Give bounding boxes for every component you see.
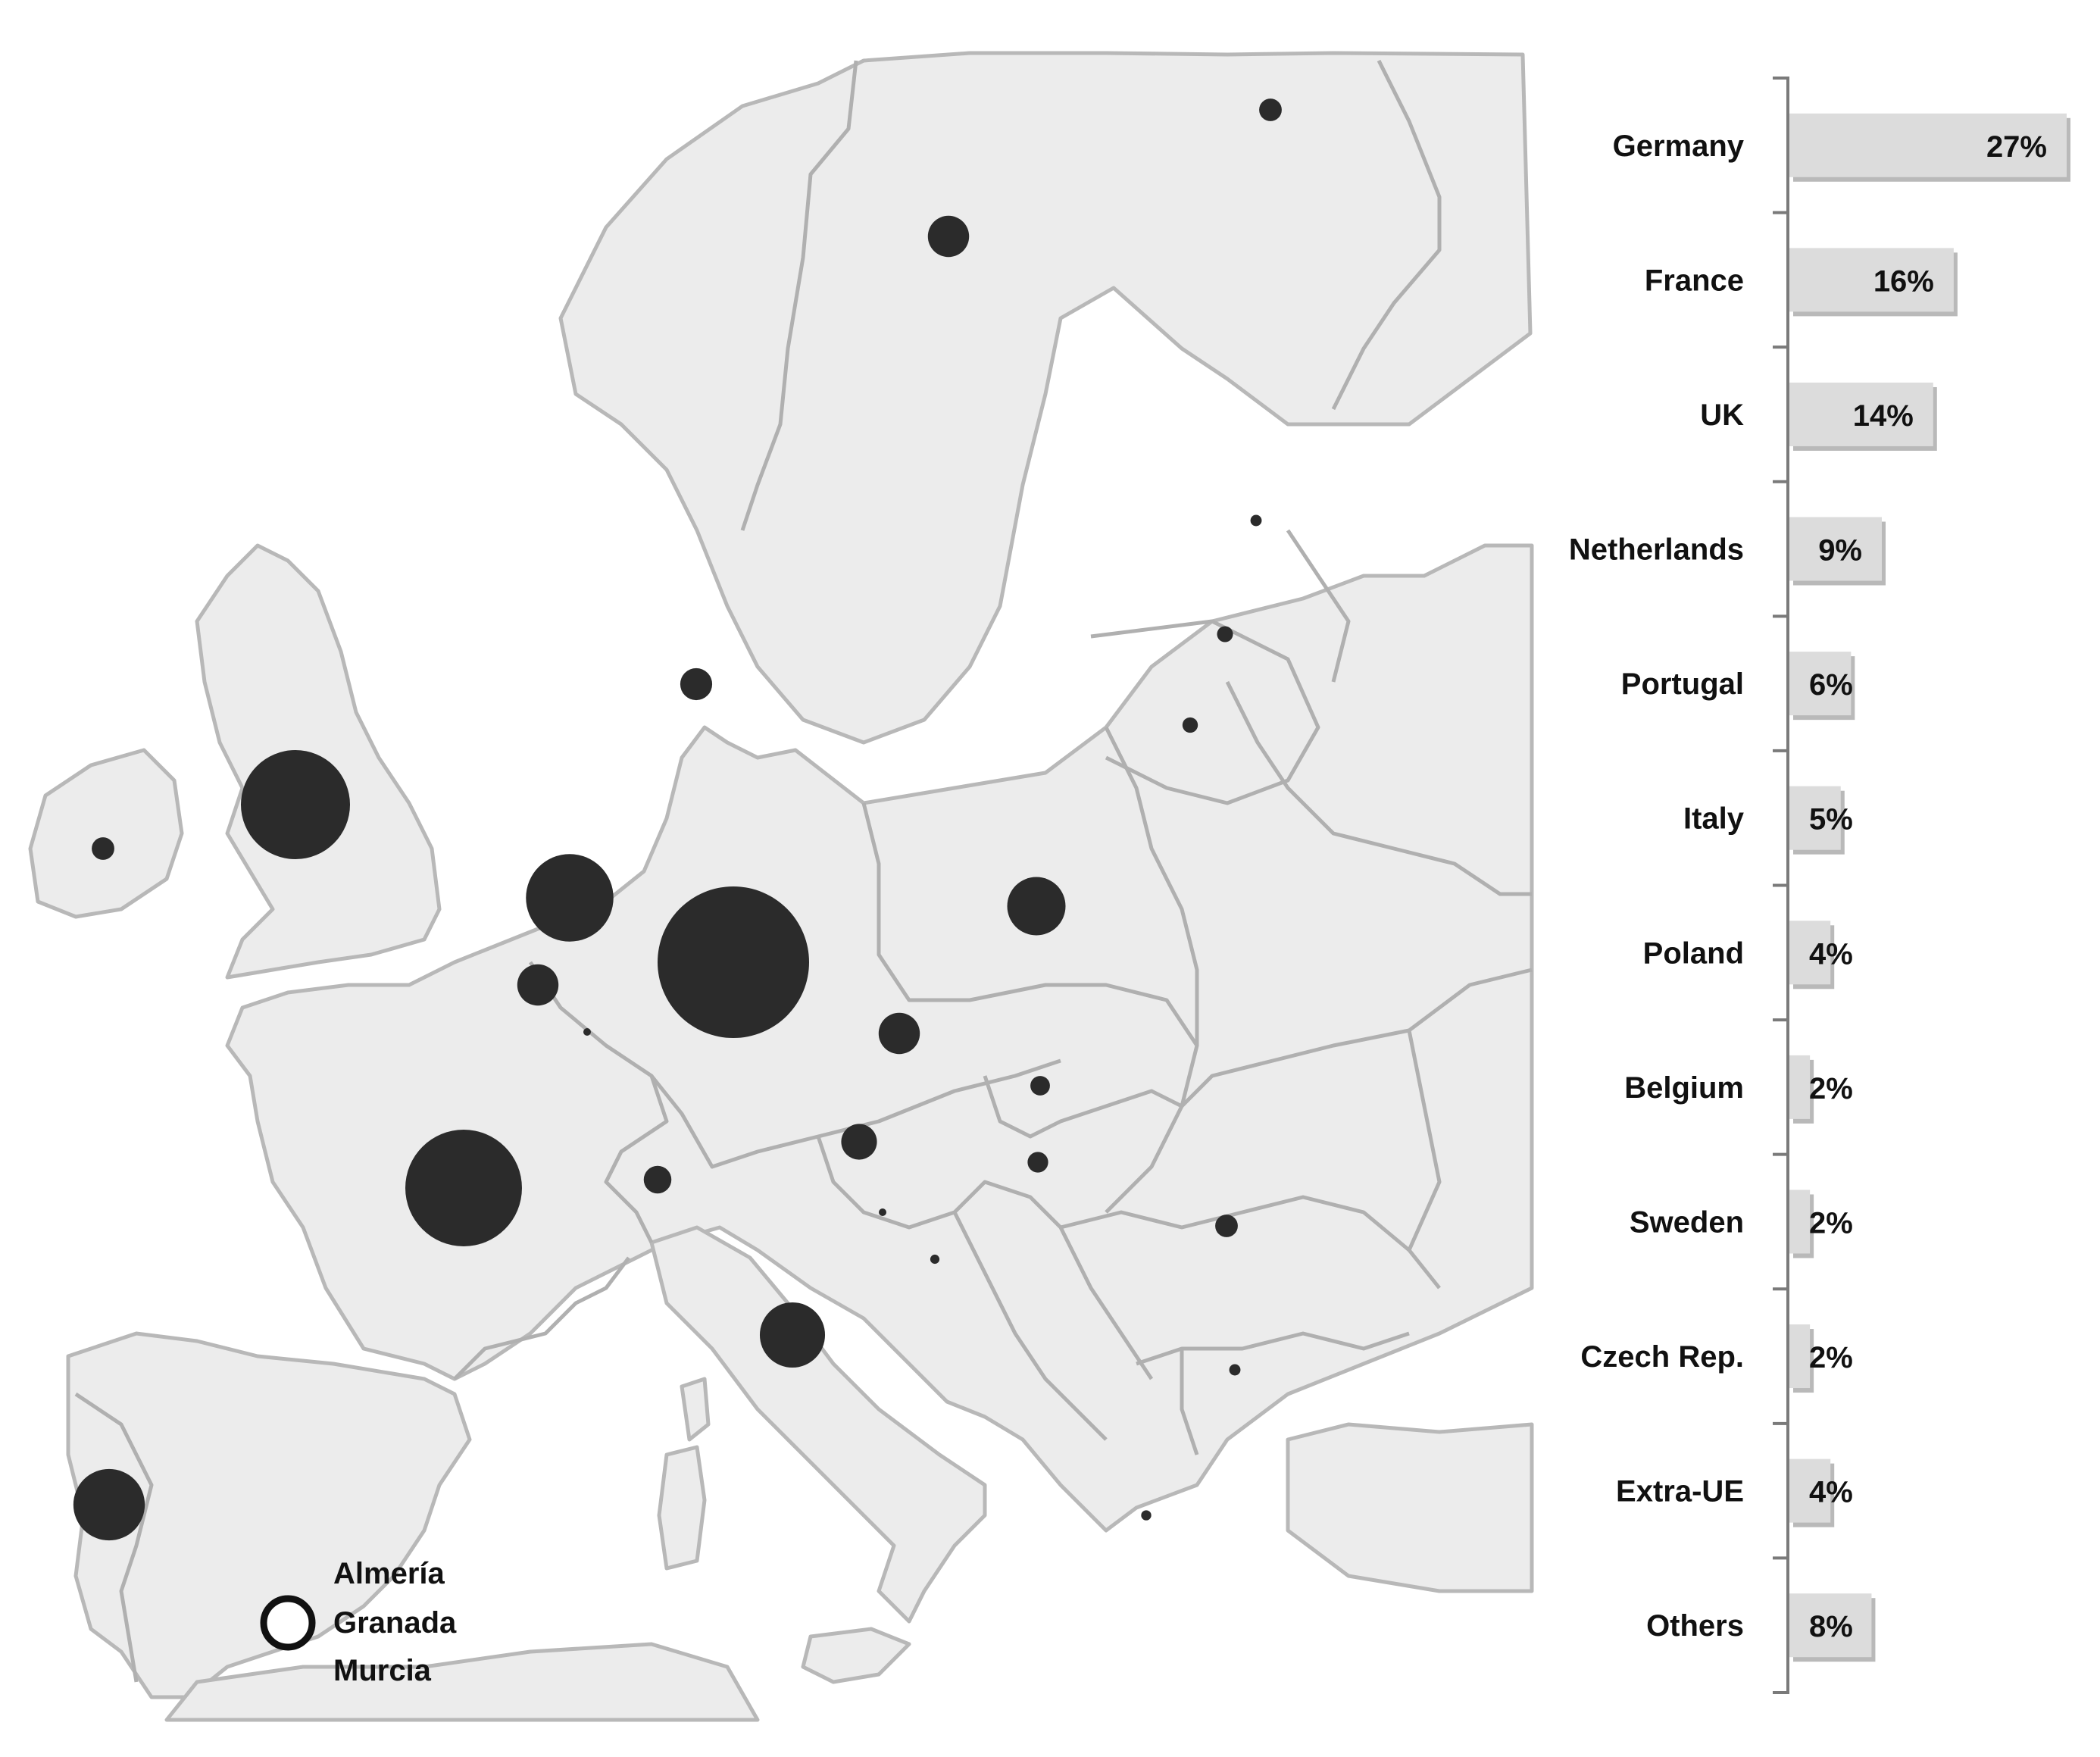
category-label-poland: Poland (1643, 936, 1744, 970)
category-label-extra-ue: Extra-UE (1616, 1475, 1744, 1508)
bar-extra-ue (1789, 1458, 1831, 1523)
category-label-portugal: Portugal (1621, 667, 1744, 701)
bar-france (1789, 248, 1954, 312)
value-label-france: 16% (1873, 264, 1934, 298)
legend-label-murcia: Murcia (333, 1654, 432, 1687)
category-label-uk: UK (1700, 399, 1744, 432)
bubble-slovenia (879, 1208, 886, 1216)
bubble-france (405, 1130, 522, 1246)
bubble-uk (240, 749, 351, 860)
bubble-sweden (927, 215, 970, 258)
category-label-france: France (1645, 264, 1744, 297)
value-label-czech-rep: 2% (1809, 1341, 1853, 1374)
legend-hollow-circle-marker (260, 1595, 316, 1651)
bubble-finland (1259, 98, 1282, 121)
category-label-germany: Germany (1613, 130, 1745, 163)
bubble-austria (841, 1124, 877, 1160)
bubble-greece (1141, 1510, 1152, 1521)
bubble-luxembourg (583, 1028, 591, 1036)
category-label-sweden: Sweden (1630, 1205, 1744, 1239)
bubble-ireland (92, 837, 114, 860)
bubble-layer (73, 98, 1282, 1541)
bar-chart: Germany 27% France 16% UK 14% Netherlands 9% Por… (1569, 77, 2070, 1694)
value-label-uk: 14% (1853, 399, 1914, 433)
bubble-netherlands (526, 854, 614, 942)
legend-label-granada: Granada (333, 1606, 457, 1640)
value-label-others: 8% (1809, 1610, 1853, 1643)
bubble-estonia (1250, 514, 1262, 527)
bar-poland (1789, 921, 1831, 985)
bubble-hungary (1027, 1152, 1048, 1173)
bar-czech-rep (1789, 1324, 1811, 1389)
bubble-czech-rep (878, 1012, 920, 1055)
bubble-bulgaria (1229, 1364, 1241, 1376)
legend-label-almeria: Almería (333, 1557, 445, 1590)
europe-map (23, 51, 1534, 1722)
category-label-others: Others (1646, 1609, 1744, 1643)
bubble-italy (759, 1302, 826, 1368)
value-label-netherlands: 9% (1818, 534, 1862, 567)
value-label-italy: 5% (1809, 803, 1853, 836)
category-label-czech-rep: Czech Rep. (1580, 1340, 1744, 1374)
bar-uk (1789, 382, 1933, 446)
bar-portugal (1789, 652, 1852, 716)
value-label-sweden: 2% (1809, 1206, 1853, 1240)
land-sicily (801, 1627, 911, 1684)
bar-italy (1789, 786, 1841, 850)
bar-germany (1789, 113, 2067, 177)
map-legend: Almería Granada Murcia (260, 1557, 457, 1687)
land-sardinia (657, 1445, 707, 1571)
land-corsica (680, 1377, 711, 1442)
bubble-romania (1215, 1215, 1238, 1237)
bubble-lithuania (1182, 717, 1198, 733)
land-north-africa (164, 1642, 760, 1722)
bar-others (1789, 1593, 1872, 1658)
bubble-croatia (930, 1254, 940, 1265)
bar-belgium (1789, 1055, 1811, 1119)
bubble-latvia (1217, 626, 1233, 642)
category-label-italy: Italy (1683, 802, 1745, 836)
bubble-switzerland (643, 1165, 672, 1194)
value-label-belgium: 2% (1809, 1072, 1853, 1105)
land-iberia (66, 1331, 472, 1699)
bubble-belgium (517, 964, 559, 1006)
bar-sweden (1789, 1190, 1811, 1254)
bubble-denmark (680, 667, 713, 701)
value-label-portugal: 6% (1809, 668, 1853, 702)
value-label-germany: 27% (1986, 130, 2047, 164)
land-anatomia (1286, 1422, 1534, 1593)
bars: Germany 27% France 16% UK 14% Netherlands 9% Por… (1569, 113, 2070, 1662)
value-label-extra-ue: 4% (1809, 1476, 1853, 1509)
bubble-portugal (73, 1468, 145, 1541)
bar-netherlands (1789, 517, 1882, 581)
category-axis-ticks (1773, 77, 1789, 1694)
category-label-belgium: Belgium (1624, 1071, 1744, 1105)
bubble-germany (658, 886, 809, 1038)
bubble-poland (1007, 877, 1066, 936)
category-label-netherlands: Netherlands (1569, 533, 1744, 567)
value-label-poland: 4% (1809, 937, 1853, 971)
bubble-slovakia (1030, 1076, 1050, 1096)
land-scandinavia (558, 51, 1533, 745)
land-ireland (28, 748, 184, 919)
country-borders (74, 59, 1533, 1683)
